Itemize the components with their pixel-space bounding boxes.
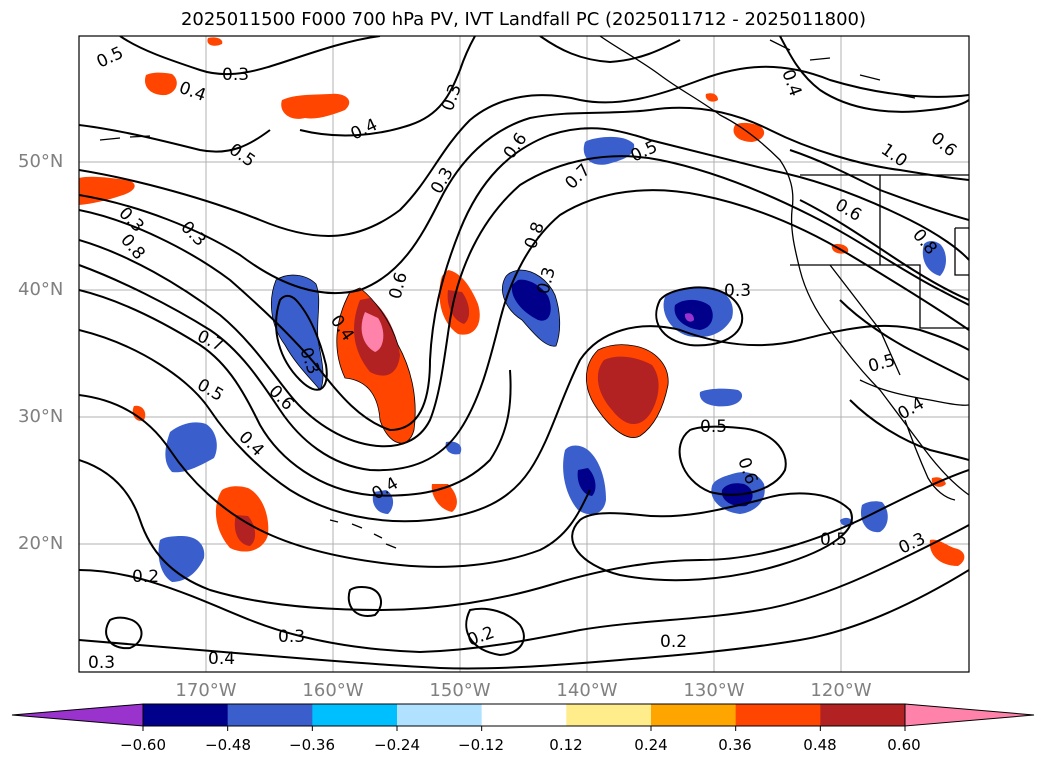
thin-contour-outlines [271, 269, 669, 444]
contour-label: 0.4 [208, 649, 235, 669]
map-panel: 0.5 0.3 0.4 0.4 0.5 0.3 0.6 0.7 0.8 0.3 … [78, 35, 970, 673]
lon-tick: 140°W [556, 680, 618, 701]
colorbar-extend-min [12, 704, 143, 726]
colorbar [11, 703, 1035, 731]
contour-label: 0.5 [820, 530, 847, 550]
coastline [99, 36, 969, 549]
colorbar-tick-label: −0.60 [120, 736, 166, 754]
colorbar-segment [227, 704, 313, 726]
colorbar-tick-label: −0.36 [289, 736, 335, 754]
contour-label: 0.3 [222, 65, 249, 85]
colorbar-tick-label: 0.60 [887, 736, 921, 754]
lon-tick: 120°W [810, 680, 872, 701]
positive-anomaly-fill [79, 37, 965, 566]
colorbar-segment [397, 704, 483, 726]
map-title: 2025011500 F000 700 hPa PV, IVT Landfall… [180, 9, 867, 30]
pv-contours [79, 36, 969, 670]
contour-label: 0.2 [132, 567, 159, 587]
colorbar-extend-max [905, 704, 1034, 726]
contour-label: 0.3 [724, 281, 751, 301]
contour-label: 0.3 [88, 653, 115, 673]
colorbar-segment [143, 704, 229, 726]
contour-label: 0.5 [700, 417, 727, 437]
lon-tick: 170°W [175, 680, 237, 701]
negative-anomaly-fill [158, 136, 946, 582]
contour-label: 0.3 [278, 627, 305, 647]
colorbar-segment [820, 704, 906, 726]
lat-tick: 50°N [18, 151, 64, 172]
lon-tick: 130°W [683, 680, 745, 701]
colorbar-segments [12, 704, 1034, 726]
colorbar-tick-label: 0.12 [549, 736, 583, 754]
contour-label: 0.2 [660, 632, 687, 652]
colorbar-tick-label: −0.12 [458, 736, 504, 754]
lat-tick: 40°N [18, 279, 64, 300]
lon-tick: 160°W [302, 680, 364, 701]
colorbar-tick-label: 0.24 [634, 736, 668, 754]
colorbar-tick-label: 0.48 [803, 736, 837, 754]
colorbar-segment [735, 704, 821, 726]
colorbar-segment [312, 704, 398, 726]
colorbar-tick-label: −0.48 [205, 736, 251, 754]
lon-tick: 150°W [429, 680, 491, 701]
colorbar-segment [481, 704, 567, 726]
map-frame [78, 35, 970, 673]
colorbar-tick-label: −0.24 [374, 736, 420, 754]
colorbar-segment [651, 704, 737, 726]
lat-tick: 20°N [18, 533, 64, 554]
lat-tick: 30°N [18, 406, 64, 427]
colorbar-segment [566, 704, 652, 726]
colorbar-tick-label: 0.36 [718, 736, 752, 754]
